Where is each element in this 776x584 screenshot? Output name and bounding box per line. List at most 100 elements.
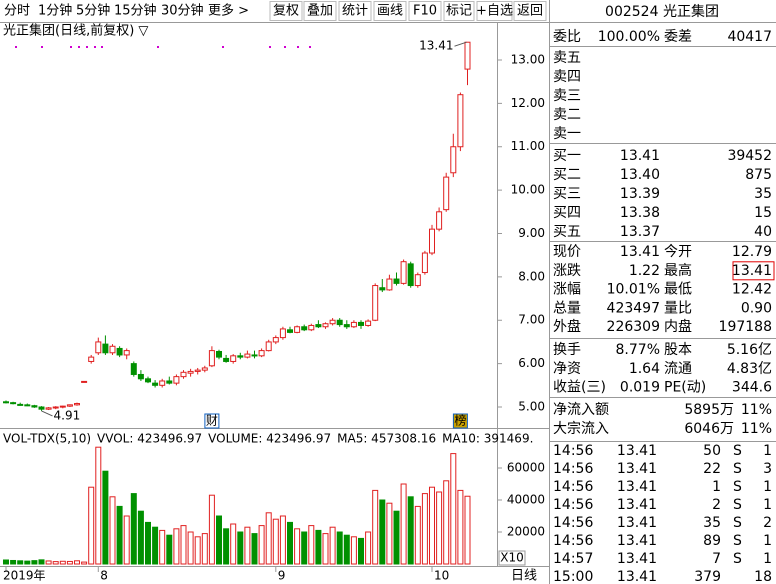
candle-body	[386, 278, 393, 291]
candle-body	[329, 319, 336, 325]
scale-label: X10	[500, 551, 524, 565]
volume-bar	[187, 531, 194, 565]
candle-body	[201, 367, 208, 371]
volume-bar	[45, 560, 52, 565]
volume-bar	[279, 515, 286, 565]
period-tab[interactable]: 30分钟	[161, 3, 204, 19]
candle-body	[414, 274, 421, 287]
volume-bar	[66, 560, 73, 565]
volume-bar	[421, 493, 428, 565]
candle-body	[187, 370, 194, 374]
trade-time: 14:56	[553, 533, 593, 549]
y-tick-label: 12.00	[511, 96, 545, 110]
event-marker[interactable]	[204, 413, 220, 429]
candle-body	[450, 146, 457, 174]
volume-bar	[464, 495, 471, 565]
y-tick-label: 8.00	[518, 269, 545, 283]
volume-bar	[436, 491, 443, 565]
volume-bar	[123, 515, 130, 565]
fund-label: 流通	[664, 361, 692, 377]
candle-body	[159, 380, 166, 386]
toolbar-button[interactable]	[373, 1, 407, 21]
candle-body	[116, 347, 123, 356]
volume-bar	[201, 533, 208, 565]
x-tick-label: 10	[434, 569, 449, 583]
bid-volume: 39452	[727, 148, 772, 164]
quote-value: 100.00%	[598, 29, 660, 45]
toolbar-button[interactable]	[338, 1, 372, 21]
event-dot	[15, 46, 17, 48]
candle-body	[343, 324, 350, 328]
toolbar-button-label[interactable]: 统计	[342, 4, 368, 19]
trade-time: 14:56	[553, 461, 593, 477]
volume-bar	[59, 560, 66, 565]
volume-bar	[145, 521, 151, 565]
event-marker-label[interactable]: 榜	[454, 413, 466, 428]
toolbar-button[interactable]	[443, 1, 475, 21]
volume-legend: MA5: 457308.16	[337, 432, 436, 446]
toolbar-button[interactable]	[476, 1, 513, 21]
x-tick-label: 8	[100, 569, 108, 583]
event-marker[interactable]	[452, 413, 468, 429]
chart-title: 光正集团(日线,前复权) ▽	[3, 23, 148, 39]
candle-body	[109, 345, 116, 354]
candle-body	[372, 285, 379, 321]
trade-volume: 89	[703, 533, 721, 549]
event-dot	[86, 46, 88, 48]
period-tab[interactable]: 5分钟	[76, 3, 110, 19]
toolbar-button[interactable]	[408, 1, 442, 21]
bid-volume: 40	[754, 224, 772, 240]
min-price-pointer	[41, 410, 53, 417]
period-tab[interactable]: 1分钟	[38, 3, 72, 19]
y-tick-label: 20000	[507, 525, 545, 539]
candle-body	[123, 350, 130, 356]
candle-body	[88, 356, 95, 362]
ask-label: 卖五	[553, 50, 581, 66]
trade-count: 1	[763, 551, 772, 567]
period-tab[interactable]: 15分钟	[114, 3, 157, 19]
candle-body	[308, 324, 315, 331]
toolbar-button-label[interactable]: 叠加	[307, 4, 333, 19]
volume-bar	[17, 560, 24, 565]
event-marker-label[interactable]: 财	[206, 414, 218, 428]
volume-bar	[372, 489, 379, 565]
period-label[interactable]: 日线	[511, 569, 537, 584]
volume-bar	[294, 528, 301, 565]
stat-label: 内盘	[664, 318, 692, 335]
volume-bar	[450, 453, 457, 565]
toolbar-button-label[interactable]: 画线	[377, 4, 403, 19]
period-tab[interactable]: 更多 >	[208, 3, 249, 19]
volume-bar	[10, 559, 17, 565]
candle-body	[31, 405, 38, 408]
ask-label: 卖三	[553, 88, 581, 104]
trade-volume: 7	[712, 551, 721, 567]
toolbar-button-label[interactable]: F10	[413, 4, 437, 19]
trade-count: 18	[754, 569, 772, 584]
toolbar-button-label[interactable]: 标记	[446, 4, 472, 19]
trade-side: S	[733, 533, 742, 549]
candle-body	[24, 404, 31, 407]
candle-body	[17, 403, 24, 406]
period-tab[interactable]: 分时	[4, 4, 30, 19]
candle-body	[407, 263, 414, 287]
trade-side: S	[733, 461, 742, 477]
toolbar-button[interactable]	[513, 1, 547, 21]
stat-value: 10.01%	[607, 282, 660, 298]
trade-side: S	[733, 443, 742, 459]
toolbar-button-label[interactable]: 复权	[273, 3, 299, 19]
volume-bar	[379, 499, 386, 565]
volume-bar	[3, 559, 9, 565]
toolbar-button-label[interactable]: +自选	[476, 4, 513, 19]
trade-side: S	[733, 551, 742, 567]
toolbar-button[interactable]	[269, 1, 303, 21]
trade-price: 13.41	[617, 461, 657, 477]
fund-label: 换手	[553, 341, 581, 358]
toolbar-button-label[interactable]: 返回	[517, 4, 543, 19]
volume-bar	[358, 537, 364, 565]
event-dot	[297, 46, 299, 48]
toolbar-button[interactable]	[303, 1, 337, 21]
trade-count: 1	[763, 479, 772, 495]
volume-bar	[414, 505, 421, 565]
candle-body	[74, 403, 80, 406]
